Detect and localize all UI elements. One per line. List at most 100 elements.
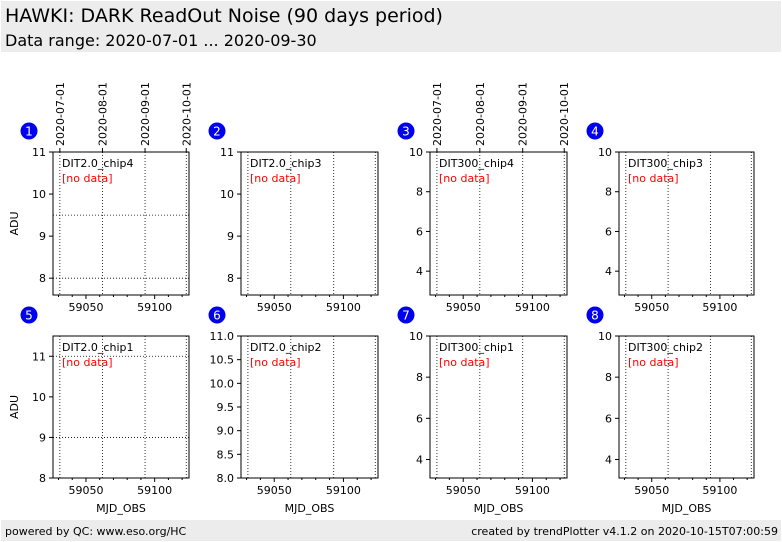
y-tick-label: 8 [416, 186, 423, 199]
no-data-label: [no data] [250, 356, 301, 369]
data-range-subtitle: Data range: 2020-07-01 ... 2020-09-30 [5, 31, 317, 50]
x-axis-label: MJD_OBS [285, 502, 335, 515]
panel-number: 5 [25, 309, 33, 323]
y-tick-label: 8 [605, 186, 612, 199]
page-title: HAWKI: DARK ReadOut Noise (90 days perio… [5, 5, 443, 27]
x-tick-label: 59100 [515, 484, 550, 497]
y-tick-label: 10 [598, 146, 612, 159]
date-tick-label: 2020-10-01 [558, 82, 571, 146]
panel-number: 3 [402, 125, 410, 139]
panel-number-badge [397, 306, 415, 324]
x-tick-label: 59100 [326, 484, 361, 497]
date-tick-label: 2020-07-01 [54, 82, 67, 146]
panel-7: 4 6 8 10 59050 59100 MJD_OBS DIT300_chip1 [no da… [397, 306, 568, 515]
panel-number-badge [397, 122, 415, 140]
no-data-label: [no data] [439, 356, 490, 369]
x-tick-label: 59050 [257, 484, 292, 497]
y-tick-label: 8 [39, 272, 46, 285]
panel-number-badge [20, 122, 38, 140]
x-axis-label: MJD_OBS [474, 502, 524, 515]
panel-3: 4 6 8 10 59050 59100 2020-07-01 2020-08-01 2020-… [397, 82, 571, 314]
y-tick-label: 4 [605, 265, 612, 278]
x-axis-label: MJD_OBS [662, 502, 712, 515]
date-tick-label: 2020-10-01 [180, 82, 193, 146]
page-header: HAWKI: DARK ReadOut Noise (90 days perio… [1, 1, 781, 52]
date-tick-label: 2020-08-01 [474, 82, 487, 146]
y-tick-label: 9 [39, 431, 46, 444]
y-tick-label: 11 [220, 146, 234, 159]
y-tick-label: 10 [409, 146, 423, 159]
y-tick-label: 4 [416, 265, 423, 278]
panel-label: DIT300_chip4 [439, 157, 514, 170]
x-tick-label: 59100 [515, 301, 550, 314]
no-data-label: [no data] [62, 356, 113, 369]
y-tick-label: 8 [39, 472, 46, 485]
panel-number: 6 [213, 309, 221, 323]
y-tick-label: 9 [39, 230, 46, 243]
y-tick-label: 4 [416, 453, 423, 466]
panel-5: 8 9 10 11 59050 59100 ADU MJD_OBS DIT2.0_chip1 [n… [8, 306, 190, 515]
x-tick-label: 59050 [257, 301, 292, 314]
panel-label: DIT2.0_chip4 [62, 157, 133, 170]
panel-number: 4 [591, 125, 599, 139]
y-axis-label: ADU [8, 395, 21, 419]
panel-6: 8.0 8.5 9.0 9.5 10.0 10.5 11.0 59050 59100 MJD_OB… [208, 306, 379, 515]
y-tick-label: 10.0 [210, 377, 235, 390]
x-tick-label: 59050 [446, 484, 481, 497]
panel-number-badge [586, 306, 604, 324]
no-data-label: [no data] [250, 172, 301, 185]
no-data-label: [no data] [628, 356, 679, 369]
no-data-label: [no data] [62, 172, 113, 185]
plot-frame [429, 151, 568, 296]
y-tick-label: 11.0 [210, 330, 235, 343]
panel-number-badge [586, 122, 604, 140]
panel-2: 8 9 10 11 59050 59100 DIT2.0_chip3 [no data] 2 [208, 122, 379, 314]
panel-label: DIT2.0_chip3 [250, 157, 321, 170]
footer-credit: powered by QC: www.eso.org/HC [5, 525, 187, 538]
y-tick-label: 9.5 [217, 401, 235, 414]
date-tick-label: 2020-09-01 [517, 82, 530, 146]
panel-number: 7 [402, 309, 410, 323]
y-tick-label: 10 [32, 391, 46, 404]
y-tick-label: 10 [409, 330, 423, 343]
panel-label: DIT300_chip2 [628, 341, 703, 354]
panel-label: DIT2.0_chip1 [62, 341, 133, 354]
y-tick-label: 11 [32, 350, 46, 363]
y-tick-label: 8 [227, 272, 234, 285]
y-tick-label: 6 [416, 412, 423, 425]
date-tick-label: 2020-07-01 [431, 82, 444, 146]
y-tick-label: 8 [416, 371, 423, 384]
x-tick-label: 59050 [68, 301, 103, 314]
panel-label: DIT300_chip1 [439, 341, 514, 354]
plot-frame [429, 335, 568, 479]
y-tick-label: 9.0 [217, 425, 235, 438]
x-tick-label: 59050 [446, 301, 481, 314]
no-data-label: [no data] [628, 172, 679, 185]
y-tick-label: 6 [605, 412, 612, 425]
panel-label: DIT300_chip3 [628, 157, 703, 170]
plot-frame [618, 335, 755, 479]
panel-number: 8 [591, 309, 599, 323]
x-tick-label: 59050 [634, 484, 669, 497]
no-data-label: [no data] [439, 172, 490, 185]
y-tick-label: 8.0 [217, 472, 235, 485]
x-tick-label: 59100 [702, 484, 737, 497]
panel-number-badge [20, 306, 38, 324]
x-tick-label: 59100 [702, 301, 737, 314]
y-tick-label: 10 [598, 330, 612, 343]
panel-number: 1 [25, 125, 33, 139]
x-tick-label: 59100 [137, 484, 172, 497]
page-footer: powered by QC: www.eso.org/HC created by… [1, 520, 781, 541]
y-tick-label: 8.5 [217, 448, 235, 461]
y-tick-label: 4 [605, 453, 612, 466]
plot-frame [618, 151, 755, 296]
panel-label: DIT2.0_chip2 [250, 341, 321, 354]
y-tick-label: 6 [416, 225, 423, 238]
panel-1: 8 9 10 11 59050 59100 2020-07-01 2020-08-01 2020… [8, 82, 193, 314]
y-tick-label: 10 [32, 188, 46, 201]
y-tick-label: 10.5 [210, 354, 235, 367]
y-tick-label: 9 [227, 230, 234, 243]
x-tick-label: 59050 [634, 301, 669, 314]
date-tick-label: 2020-08-01 [96, 82, 109, 146]
